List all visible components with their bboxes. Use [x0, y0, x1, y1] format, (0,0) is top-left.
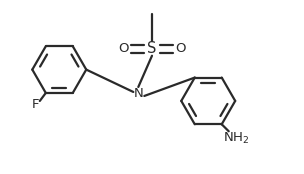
Text: O: O [118, 42, 128, 55]
Text: F: F [32, 98, 40, 112]
Text: NH$_2$: NH$_2$ [223, 131, 249, 146]
Text: N: N [133, 88, 143, 100]
Text: S: S [147, 41, 157, 56]
Text: O: O [176, 42, 186, 55]
